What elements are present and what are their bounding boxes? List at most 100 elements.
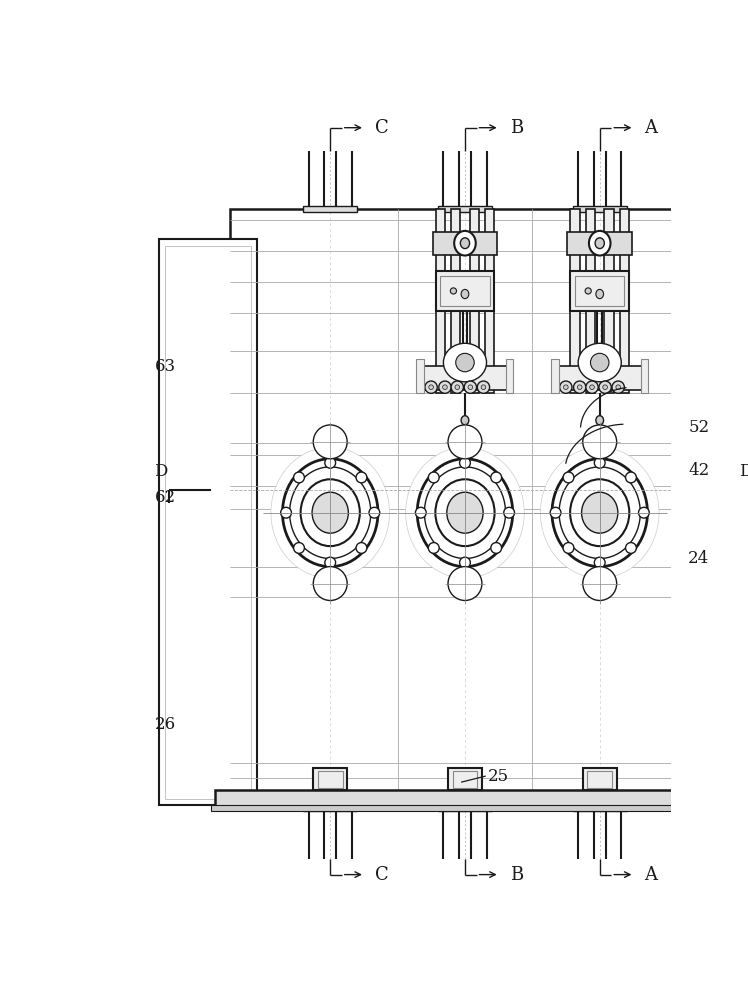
Text: 62: 62: [155, 489, 177, 506]
Bar: [604, 209, 613, 393]
Ellipse shape: [596, 289, 604, 299]
Bar: [573, 206, 627, 212]
Ellipse shape: [552, 459, 648, 567]
Text: 42: 42: [688, 462, 710, 479]
Bar: [586, 209, 595, 393]
Ellipse shape: [461, 289, 469, 299]
Ellipse shape: [590, 353, 609, 372]
Ellipse shape: [586, 381, 598, 393]
Bar: [438, 206, 492, 212]
Ellipse shape: [447, 492, 483, 533]
Ellipse shape: [503, 507, 515, 518]
Ellipse shape: [448, 567, 482, 600]
Ellipse shape: [625, 472, 637, 483]
Ellipse shape: [612, 381, 625, 393]
Ellipse shape: [451, 381, 464, 393]
Ellipse shape: [551, 507, 561, 518]
Ellipse shape: [468, 385, 473, 389]
Text: 52: 52: [688, 420, 709, 436]
Ellipse shape: [570, 479, 629, 546]
Bar: [438, 805, 492, 811]
Ellipse shape: [435, 479, 494, 546]
Ellipse shape: [294, 472, 304, 483]
Text: 26: 26: [155, 716, 177, 733]
Text: 63: 63: [155, 358, 177, 375]
Bar: [583, 768, 616, 790]
Ellipse shape: [595, 457, 605, 468]
Bar: [159, 239, 257, 805]
Ellipse shape: [312, 492, 349, 533]
Bar: [573, 805, 627, 811]
Text: C: C: [375, 866, 389, 884]
Ellipse shape: [577, 385, 582, 389]
Ellipse shape: [560, 467, 640, 559]
Bar: [587, 771, 612, 788]
Ellipse shape: [429, 543, 439, 553]
Ellipse shape: [450, 288, 456, 294]
Ellipse shape: [301, 479, 360, 546]
Ellipse shape: [294, 543, 304, 553]
Text: B: B: [509, 119, 523, 137]
Ellipse shape: [589, 385, 595, 389]
Bar: [557, 366, 642, 389]
Ellipse shape: [313, 425, 347, 459]
Ellipse shape: [425, 381, 438, 393]
Text: A: A: [644, 119, 657, 137]
Ellipse shape: [455, 385, 459, 389]
Text: 25: 25: [488, 768, 509, 785]
Ellipse shape: [283, 459, 378, 567]
Ellipse shape: [481, 385, 485, 389]
Bar: [640, 359, 649, 393]
Ellipse shape: [574, 381, 586, 393]
Bar: [435, 209, 445, 393]
Bar: [432, 232, 497, 255]
Ellipse shape: [448, 425, 482, 459]
Ellipse shape: [583, 425, 616, 459]
Bar: [451, 209, 460, 393]
Ellipse shape: [596, 350, 604, 359]
Bar: [441, 276, 490, 306]
Ellipse shape: [595, 238, 604, 249]
Ellipse shape: [356, 472, 367, 483]
Ellipse shape: [590, 345, 609, 365]
Ellipse shape: [289, 467, 371, 559]
Ellipse shape: [625, 543, 637, 553]
Ellipse shape: [589, 231, 610, 256]
Ellipse shape: [596, 416, 604, 425]
Bar: [423, 366, 507, 389]
Ellipse shape: [325, 457, 336, 468]
Bar: [571, 209, 580, 393]
Bar: [211, 805, 696, 811]
Bar: [506, 359, 513, 393]
Ellipse shape: [456, 353, 474, 372]
Bar: [313, 768, 347, 790]
Ellipse shape: [325, 557, 336, 568]
Text: A: A: [644, 866, 657, 884]
Bar: [448, 768, 482, 790]
Bar: [303, 805, 357, 811]
Ellipse shape: [578, 343, 622, 382]
Ellipse shape: [595, 557, 605, 568]
Ellipse shape: [603, 385, 607, 389]
Ellipse shape: [271, 447, 390, 578]
Text: D: D: [739, 463, 748, 480]
Ellipse shape: [616, 385, 621, 389]
Ellipse shape: [563, 472, 574, 483]
Ellipse shape: [417, 459, 512, 567]
Ellipse shape: [563, 385, 568, 389]
Text: B: B: [509, 866, 523, 884]
Ellipse shape: [313, 567, 347, 600]
Ellipse shape: [443, 385, 447, 389]
Bar: [417, 359, 424, 393]
Ellipse shape: [429, 385, 433, 389]
Ellipse shape: [439, 381, 451, 393]
Ellipse shape: [599, 381, 611, 393]
Ellipse shape: [563, 543, 574, 553]
Ellipse shape: [583, 567, 616, 600]
Text: C: C: [375, 119, 389, 137]
Bar: [453, 771, 477, 788]
Ellipse shape: [582, 492, 618, 533]
Ellipse shape: [459, 557, 470, 568]
Bar: [586, 349, 613, 360]
Text: D: D: [154, 463, 168, 480]
